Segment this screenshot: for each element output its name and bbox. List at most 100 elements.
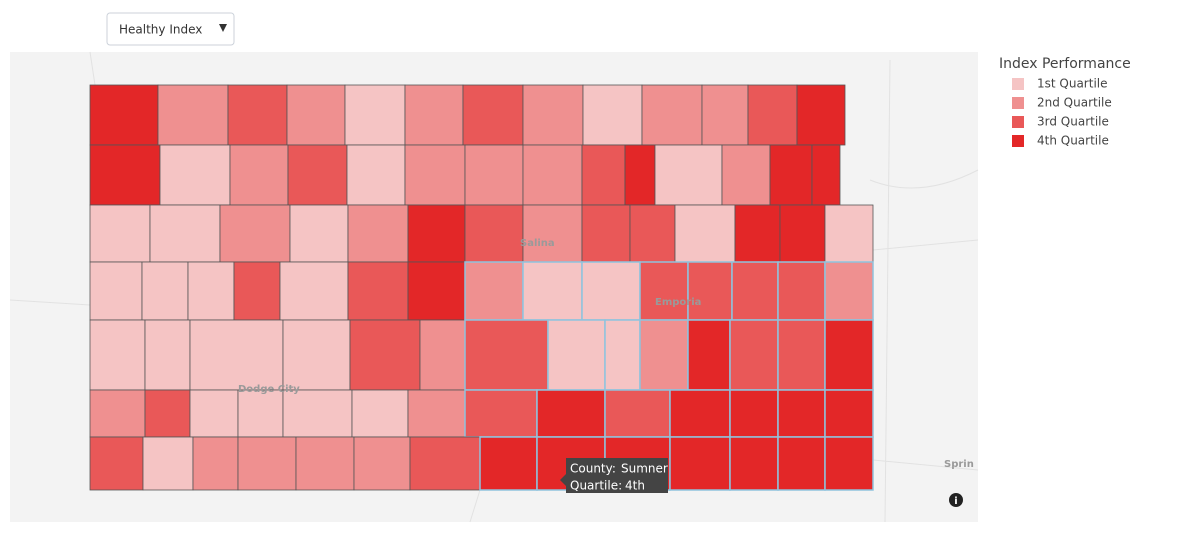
county — [89, 84, 159, 146]
county — [89, 436, 144, 491]
county — [464, 389, 538, 438]
county — [687, 261, 733, 321]
dropdown[interactable] — [106, 12, 235, 46]
county — [229, 144, 289, 206]
county — [824, 261, 874, 321]
county — [144, 319, 191, 391]
county — [624, 144, 656, 206]
legend: 1st Quartile 2nd Quartile 3rd Quartile 4th … — [1012, 77, 1112, 148]
county — [279, 261, 349, 321]
county — [349, 319, 421, 391]
tooltip-key: County: — [570, 462, 616, 476]
county — [777, 389, 826, 438]
county — [669, 436, 731, 491]
county — [777, 261, 826, 321]
county — [824, 204, 874, 263]
county — [721, 144, 771, 206]
county — [159, 144, 231, 206]
dropdown-label: Healthy Index — [119, 23, 202, 37]
county — [353, 436, 411, 491]
county — [282, 389, 353, 438]
county — [187, 261, 235, 321]
place-label: Emporia — [655, 297, 701, 308]
county — [89, 389, 146, 438]
county — [464, 319, 549, 391]
legend-swatch — [1012, 135, 1024, 147]
county — [669, 389, 731, 438]
counties — [89, 84, 874, 491]
county — [237, 389, 284, 438]
info-icon[interactable] — [949, 493, 963, 507]
county — [464, 144, 524, 206]
county — [731, 261, 779, 321]
legend-label: 1st Quartile — [1037, 77, 1108, 91]
county — [419, 319, 466, 391]
county — [142, 436, 194, 491]
county — [157, 84, 229, 146]
county — [581, 204, 631, 263]
county — [687, 319, 731, 391]
county — [89, 144, 161, 206]
county — [351, 389, 409, 438]
tooltip-value: 4th — [625, 479, 645, 493]
county — [639, 319, 689, 391]
dropdown-arrow — [219, 24, 227, 32]
tooltip: County: Sumner Quartile: 4th — [560, 458, 668, 493]
county — [581, 261, 641, 321]
county — [522, 84, 584, 146]
county — [89, 204, 151, 263]
county — [522, 204, 583, 263]
place-label: Salina — [520, 238, 555, 249]
county — [639, 261, 689, 321]
legend-title: Index Performance — [999, 56, 1131, 72]
county — [641, 84, 703, 146]
place-label: Dodge City — [238, 384, 300, 395]
county — [701, 84, 749, 146]
county — [769, 144, 813, 206]
county — [219, 204, 291, 263]
county — [282, 319, 351, 391]
county — [777, 436, 826, 491]
county — [144, 389, 191, 438]
tooltip-key: Quartile: — [570, 479, 622, 493]
basemap-roads — [9, 51, 979, 523]
county — [407, 261, 466, 321]
county — [729, 436, 779, 491]
county — [189, 319, 284, 391]
county — [729, 319, 779, 391]
county — [582, 84, 643, 146]
county — [747, 84, 798, 146]
county — [286, 84, 346, 146]
county — [464, 204, 524, 263]
tooltip-value: Sumner — [621, 462, 668, 476]
county — [141, 261, 189, 321]
county — [404, 84, 464, 146]
county — [547, 319, 606, 391]
county — [295, 436, 355, 491]
county — [777, 319, 826, 391]
county — [581, 144, 626, 206]
county — [604, 319, 641, 391]
place-label: Sprin — [944, 459, 974, 470]
county — [479, 436, 538, 491]
county — [654, 144, 723, 206]
county — [227, 84, 288, 146]
county — [824, 436, 874, 491]
legend-label: 4th Quartile — [1037, 134, 1109, 148]
county — [407, 389, 466, 438]
county — [464, 261, 524, 321]
legend-swatch — [1012, 116, 1024, 128]
county — [522, 261, 583, 321]
legend-swatch — [1012, 78, 1024, 90]
place-labels: Salina Emporia Dodge City Sprin — [238, 238, 974, 470]
county — [287, 144, 348, 206]
county — [289, 204, 349, 263]
county — [536, 389, 606, 438]
legend-label: 3rd Quartile — [1037, 115, 1109, 129]
legend-label: 2nd Quartile — [1037, 96, 1112, 110]
county — [674, 204, 736, 263]
county — [89, 261, 143, 321]
county — [346, 144, 406, 206]
county — [233, 261, 281, 321]
county — [779, 204, 826, 263]
